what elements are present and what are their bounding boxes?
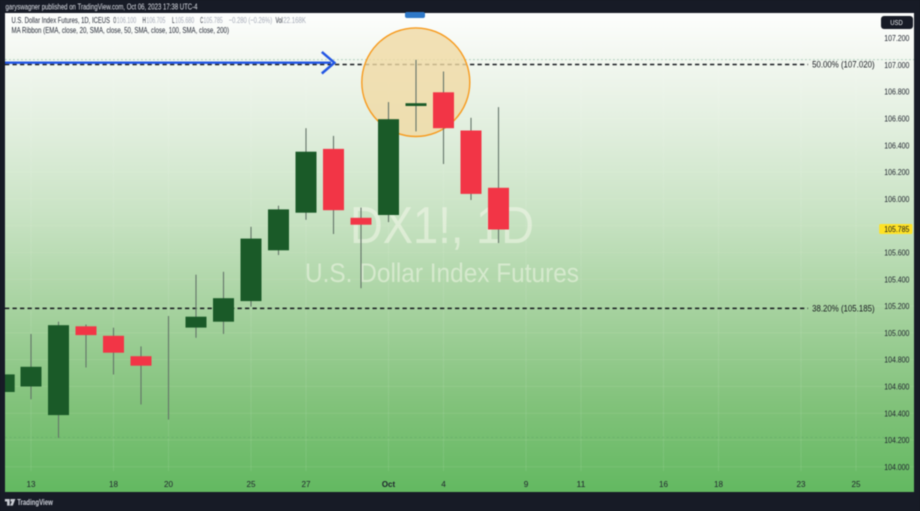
svg-text:20: 20 (164, 479, 173, 489)
svg-text:L: L (172, 15, 175, 25)
svg-text:Oct: Oct (382, 479, 395, 489)
svg-text:104.000: 104.000 (884, 462, 909, 472)
svg-text:MA Ribbon (EMA, close, 20, SMA: MA Ribbon (EMA, close, 20, SMA, close, 5… (12, 25, 230, 35)
svg-text:38.20% (105.185): 38.20% (105.185) (812, 304, 875, 314)
svg-text:22.168K: 22.168K (283, 15, 306, 25)
svg-text:C: C (200, 15, 203, 25)
svg-text:107.000: 107.000 (884, 60, 909, 70)
svg-text:106.100: 106.100 (117, 15, 137, 25)
svg-text:106.600: 106.600 (884, 114, 909, 124)
svg-text:18: 18 (714, 479, 723, 489)
svg-text:104.600: 104.600 (884, 382, 909, 392)
svg-text:105.000: 105.000 (884, 328, 909, 338)
svg-text:garyswagner published on Tradi: garyswagner published on TradingView.com… (6, 2, 199, 11)
svg-text:106.705: 106.705 (146, 15, 165, 25)
svg-text:4: 4 (441, 479, 446, 489)
svg-text:25: 25 (852, 479, 861, 489)
svg-text:11: 11 (577, 479, 586, 489)
svg-text:106.800: 106.800 (884, 87, 909, 97)
svg-text:−0.280 (−0.26%): −0.280 (−0.26%) (229, 15, 273, 25)
svg-text:Vol: Vol (276, 15, 283, 25)
svg-text:18: 18 (109, 479, 118, 489)
svg-text:105.785: 105.785 (203, 15, 223, 25)
svg-text:106.200: 106.200 (884, 167, 909, 177)
svg-text:U.S. Dollar Index Futures: U.S. Dollar Index Futures (305, 258, 579, 288)
svg-text:23: 23 (797, 479, 806, 489)
svg-text:TradingView: TradingView (17, 498, 53, 507)
svg-text:106.400: 106.400 (884, 140, 909, 150)
svg-text:16: 16 (659, 479, 668, 489)
svg-text:106.000: 106.000 (884, 194, 909, 204)
svg-text:25: 25 (247, 479, 256, 489)
svg-text:105.680: 105.680 (175, 15, 194, 25)
svg-text:104.400: 104.400 (884, 408, 909, 418)
svg-text:105.200: 105.200 (884, 301, 909, 311)
svg-text:107.200: 107.200 (884, 33, 909, 43)
svg-text:9: 9 (524, 479, 529, 489)
svg-text:O: O (113, 15, 116, 25)
svg-text:H: H (143, 15, 146, 25)
svg-text:105.785: 105.785 (884, 224, 909, 234)
svg-text:50.00% (107.020): 50.00% (107.020) (812, 60, 875, 70)
svg-text:105.400: 105.400 (884, 274, 909, 284)
svg-text:13: 13 (27, 479, 36, 489)
svg-text:104.800: 104.800 (884, 355, 909, 365)
svg-text:USD: USD (890, 18, 903, 27)
svg-text:104.200: 104.200 (884, 435, 909, 445)
svg-text:U.S. Dollar Index Futures, 1D,: U.S. Dollar Index Futures, 1D, ICEUS (12, 15, 111, 25)
svg-text:27: 27 (302, 479, 311, 489)
svg-text:105.600: 105.600 (884, 248, 909, 258)
